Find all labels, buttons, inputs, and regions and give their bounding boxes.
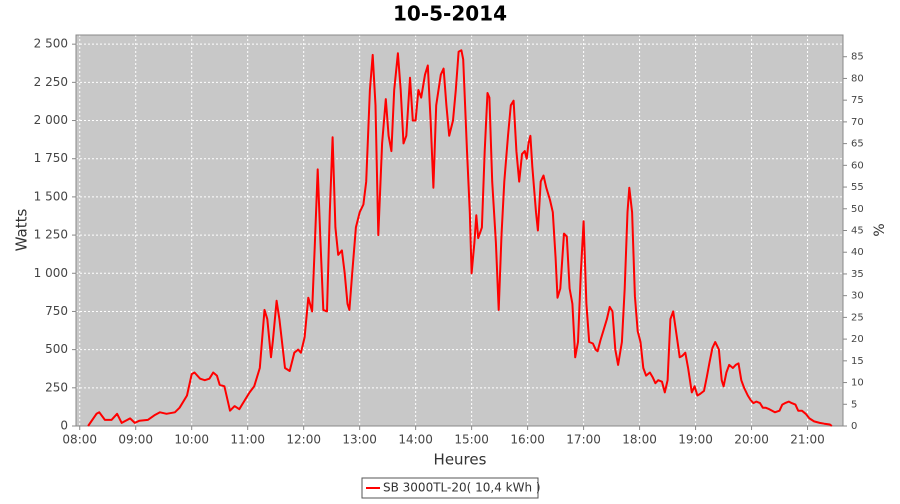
y-tick-label: 250: [45, 380, 68, 394]
y-tick-label: 1 500: [34, 189, 68, 203]
y-tick-label: 2 000: [34, 113, 68, 127]
x-tick-label: 13:00: [342, 433, 377, 447]
y2-tick-label: 20: [851, 334, 864, 345]
y2-tick-label: 75: [851, 95, 864, 106]
x-tick-label: 09:00: [118, 433, 153, 447]
y2-tick-label: 85: [851, 52, 864, 63]
x-tick-label: 21:00: [790, 433, 825, 447]
y-tick-label: 1 250: [34, 228, 68, 242]
y2-tick-label: 70: [851, 117, 864, 128]
line-series: [87, 49, 833, 427]
y-tick-label: 2 250: [34, 75, 68, 89]
y2-tick-label: 15: [851, 356, 864, 367]
legend: SB 3000TL-20( 10,4 kWh ): [361, 477, 541, 499]
legend-box: [361, 477, 539, 499]
y-tick-label: 0: [60, 419, 68, 433]
y-tick-label: 2 500: [34, 37, 68, 51]
y2-tick-label: 50: [851, 204, 864, 215]
y2-axis-label: %: [872, 223, 888, 236]
plot-area: [76, 35, 843, 426]
x-tick-label: 10:00: [174, 433, 209, 447]
y2-tick-label: 40: [851, 247, 864, 258]
y-tick-label: 750: [45, 304, 68, 318]
y2-tick-label: 55: [851, 182, 864, 193]
x-tick-label: 08:00: [62, 433, 97, 447]
x-tick-label: 15:00: [454, 433, 489, 447]
x-tick-label: 16:00: [510, 433, 545, 447]
y2-tick-label: 5: [851, 399, 857, 410]
x-tick-label: 12:00: [286, 433, 321, 447]
y2-tick-label: 30: [851, 291, 864, 302]
x-tick-label: 19:00: [678, 433, 713, 447]
chart-title: 10-5-2014: [393, 2, 507, 26]
x-tick-label: 11:00: [230, 433, 265, 447]
y2-tick-label: 35: [851, 269, 864, 280]
grid: [76, 35, 843, 427]
y2-tick-label: 60: [851, 160, 864, 171]
x-axis-label: Heures: [434, 451, 487, 469]
y2-tick-label: 25: [851, 312, 864, 323]
x-tick-label: 20:00: [734, 433, 769, 447]
y-axis-label: Watts: [13, 209, 31, 252]
plot-border: [75, 34, 844, 427]
x-tick-label: 17:00: [566, 433, 601, 447]
y2-tick-label: 80: [851, 73, 864, 84]
x-tick-label: 14:00: [398, 433, 433, 447]
x-tick-label: 18:00: [622, 433, 657, 447]
y2-tick-label: 45: [851, 226, 864, 237]
y-tick-label: 1 000: [34, 266, 68, 280]
legend-label: SB 3000TL-20( 10,4 kWh ): [383, 481, 541, 495]
y2-tick-label: 0: [851, 421, 857, 432]
y-tick-label: 1 750: [34, 151, 68, 165]
y2-tick-label: 10: [851, 378, 864, 389]
y-tick-label: 500: [45, 342, 68, 356]
y2-tick-label: 65: [851, 139, 864, 150]
